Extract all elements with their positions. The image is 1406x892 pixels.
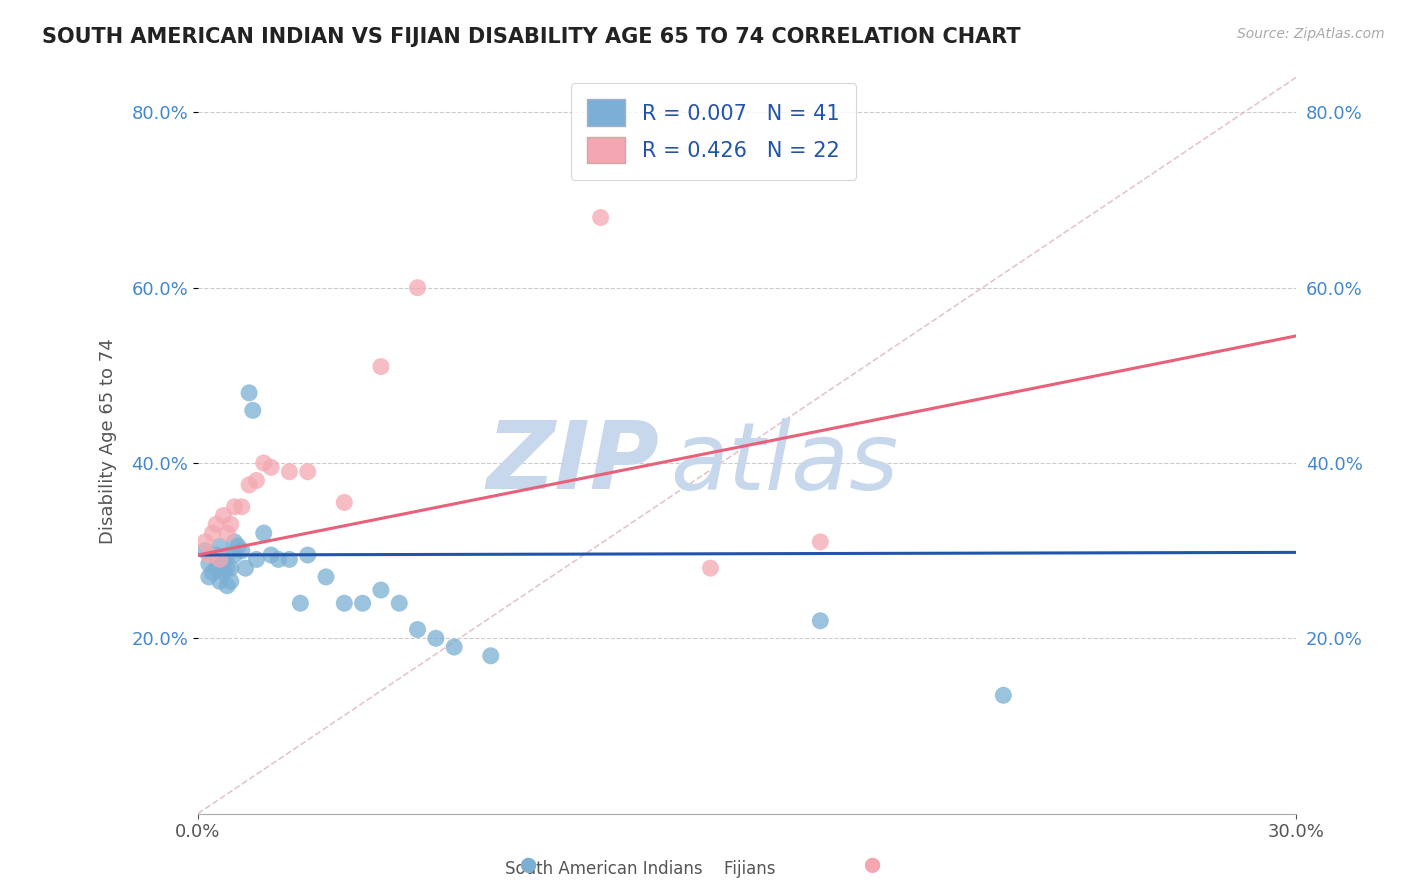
Point (219, 561, 242, 575)
Point (217, 561, 239, 575)
Text: Fijians: Fijians (703, 860, 776, 878)
Point (235, 561, 257, 575)
Point (238, 478, 260, 492)
Point (370, 359, 392, 374)
Point (297, 548, 319, 562)
Point (443, 640, 465, 654)
Point (212, 508, 235, 523)
Point (205, 548, 228, 562)
Point (219, 517, 242, 532)
Point (201, 566, 224, 580)
Point (278, 552, 301, 566)
Point (205, 517, 228, 532)
Point (425, 632, 447, 646)
Legend: R = 0.007   N = 41, R = 0.426   N = 22: R = 0.007 N = 41, R = 0.426 N = 22 (571, 83, 856, 180)
Point (290, 596, 312, 610)
Text: atlas: atlas (671, 418, 898, 509)
Point (198, 548, 221, 562)
Point (245, 474, 267, 488)
Point (808, 614, 831, 628)
Text: SOUTH AMERICAN INDIAN VS FIJIAN DISABILITY AGE 65 TO 74 CORRELATION CHART: SOUTH AMERICAN INDIAN VS FIJIAN DISABILI… (42, 27, 1021, 46)
Point (260, 548, 283, 562)
Point (201, 526, 224, 541)
Point (589, 211, 612, 225)
Point (224, 548, 246, 562)
Point (388, 596, 411, 610)
Point (352, 596, 374, 610)
Point (333, 596, 356, 610)
Point (208, 539, 231, 553)
Point (212, 557, 235, 571)
Point (217, 579, 239, 593)
Point (370, 583, 392, 598)
Point (406, 623, 429, 637)
Point (406, 280, 429, 294)
Point (231, 543, 253, 558)
Point (297, 465, 319, 479)
Point (699, 561, 721, 575)
Point (242, 403, 264, 417)
Point (253, 456, 276, 470)
Point (231, 500, 253, 514)
Point (219, 574, 242, 589)
Point (226, 539, 249, 553)
Point (198, 557, 221, 571)
Y-axis label: Disability Age 65 to 74: Disability Age 65 to 74 (100, 338, 117, 544)
Point (278, 465, 301, 479)
Point (224, 534, 246, 549)
Point (479, 648, 502, 663)
Point (194, 534, 217, 549)
Point (212, 566, 235, 580)
Point (993, 688, 1015, 702)
Point (194, 543, 217, 558)
Point (267, 552, 290, 566)
Point (217, 526, 239, 541)
Point (808, 534, 831, 549)
Point (208, 574, 231, 589)
Point (315, 570, 337, 584)
Text: ⬤: ⬤ (863, 858, 880, 873)
Point (217, 548, 239, 562)
Point (208, 552, 231, 566)
Point (198, 570, 221, 584)
Point (224, 500, 246, 514)
Point (238, 385, 260, 400)
Point (205, 561, 228, 575)
Point (260, 460, 283, 475)
Point (333, 495, 356, 509)
Point (208, 552, 231, 566)
Point (253, 526, 276, 541)
Text: ⬤: ⬤ (519, 858, 536, 873)
Text: ZIP: ZIP (486, 417, 659, 509)
Point (245, 552, 267, 566)
Text: South American Indians: South American Indians (505, 860, 703, 878)
Text: Source: ZipAtlas.com: Source: ZipAtlas.com (1237, 27, 1385, 41)
